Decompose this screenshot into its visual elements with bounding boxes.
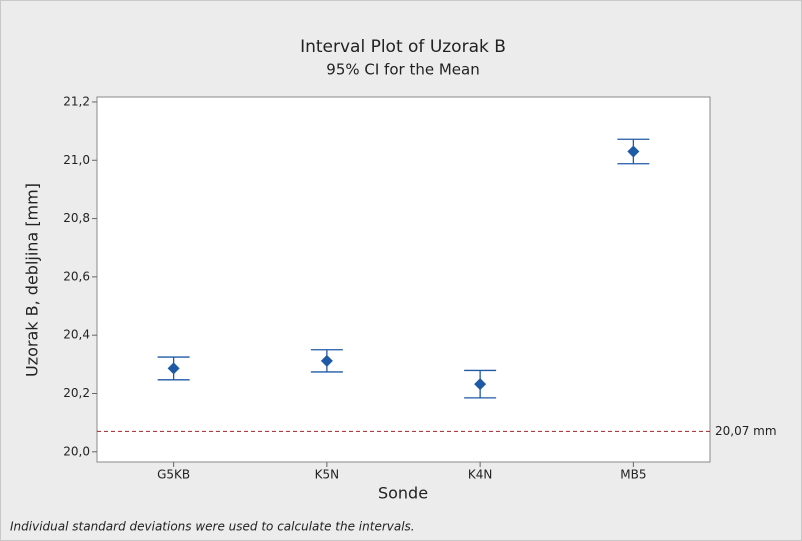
footnote: Individual standard deviations were used… — [10, 520, 415, 534]
y-tick-label: 20,8 — [63, 211, 90, 225]
y-axis-label: Uzorak B, debljina [mm] — [23, 183, 42, 377]
x-tick-label: K5N — [315, 468, 339, 482]
plot-area — [96, 96, 711, 463]
mean-marker — [627, 145, 640, 158]
mean-marker — [167, 362, 180, 375]
y-tick-label: 21,2 — [63, 94, 90, 108]
chart-subtitle: 95% CI for the Mean — [326, 61, 479, 79]
x-tick-label: MB5 — [620, 468, 646, 482]
x-tick-label: K4N — [468, 468, 492, 482]
x-axis-label: Sonde — [378, 484, 428, 503]
mean-marker — [320, 354, 333, 367]
mean-marker — [474, 378, 487, 391]
y-tick-label: 20,0 — [63, 444, 90, 458]
y-tick-label: 20,6 — [63, 269, 90, 283]
y-tick-label: 20,2 — [63, 386, 90, 400]
y-tick-label: 21,0 — [63, 153, 90, 167]
chart-title: Interval Plot of Uzorak B — [300, 37, 506, 57]
reference-label: 20,07 mm — [715, 424, 777, 438]
x-tick-label: G5KB — [157, 468, 190, 482]
y-tick-label: 20,4 — [63, 328, 90, 342]
